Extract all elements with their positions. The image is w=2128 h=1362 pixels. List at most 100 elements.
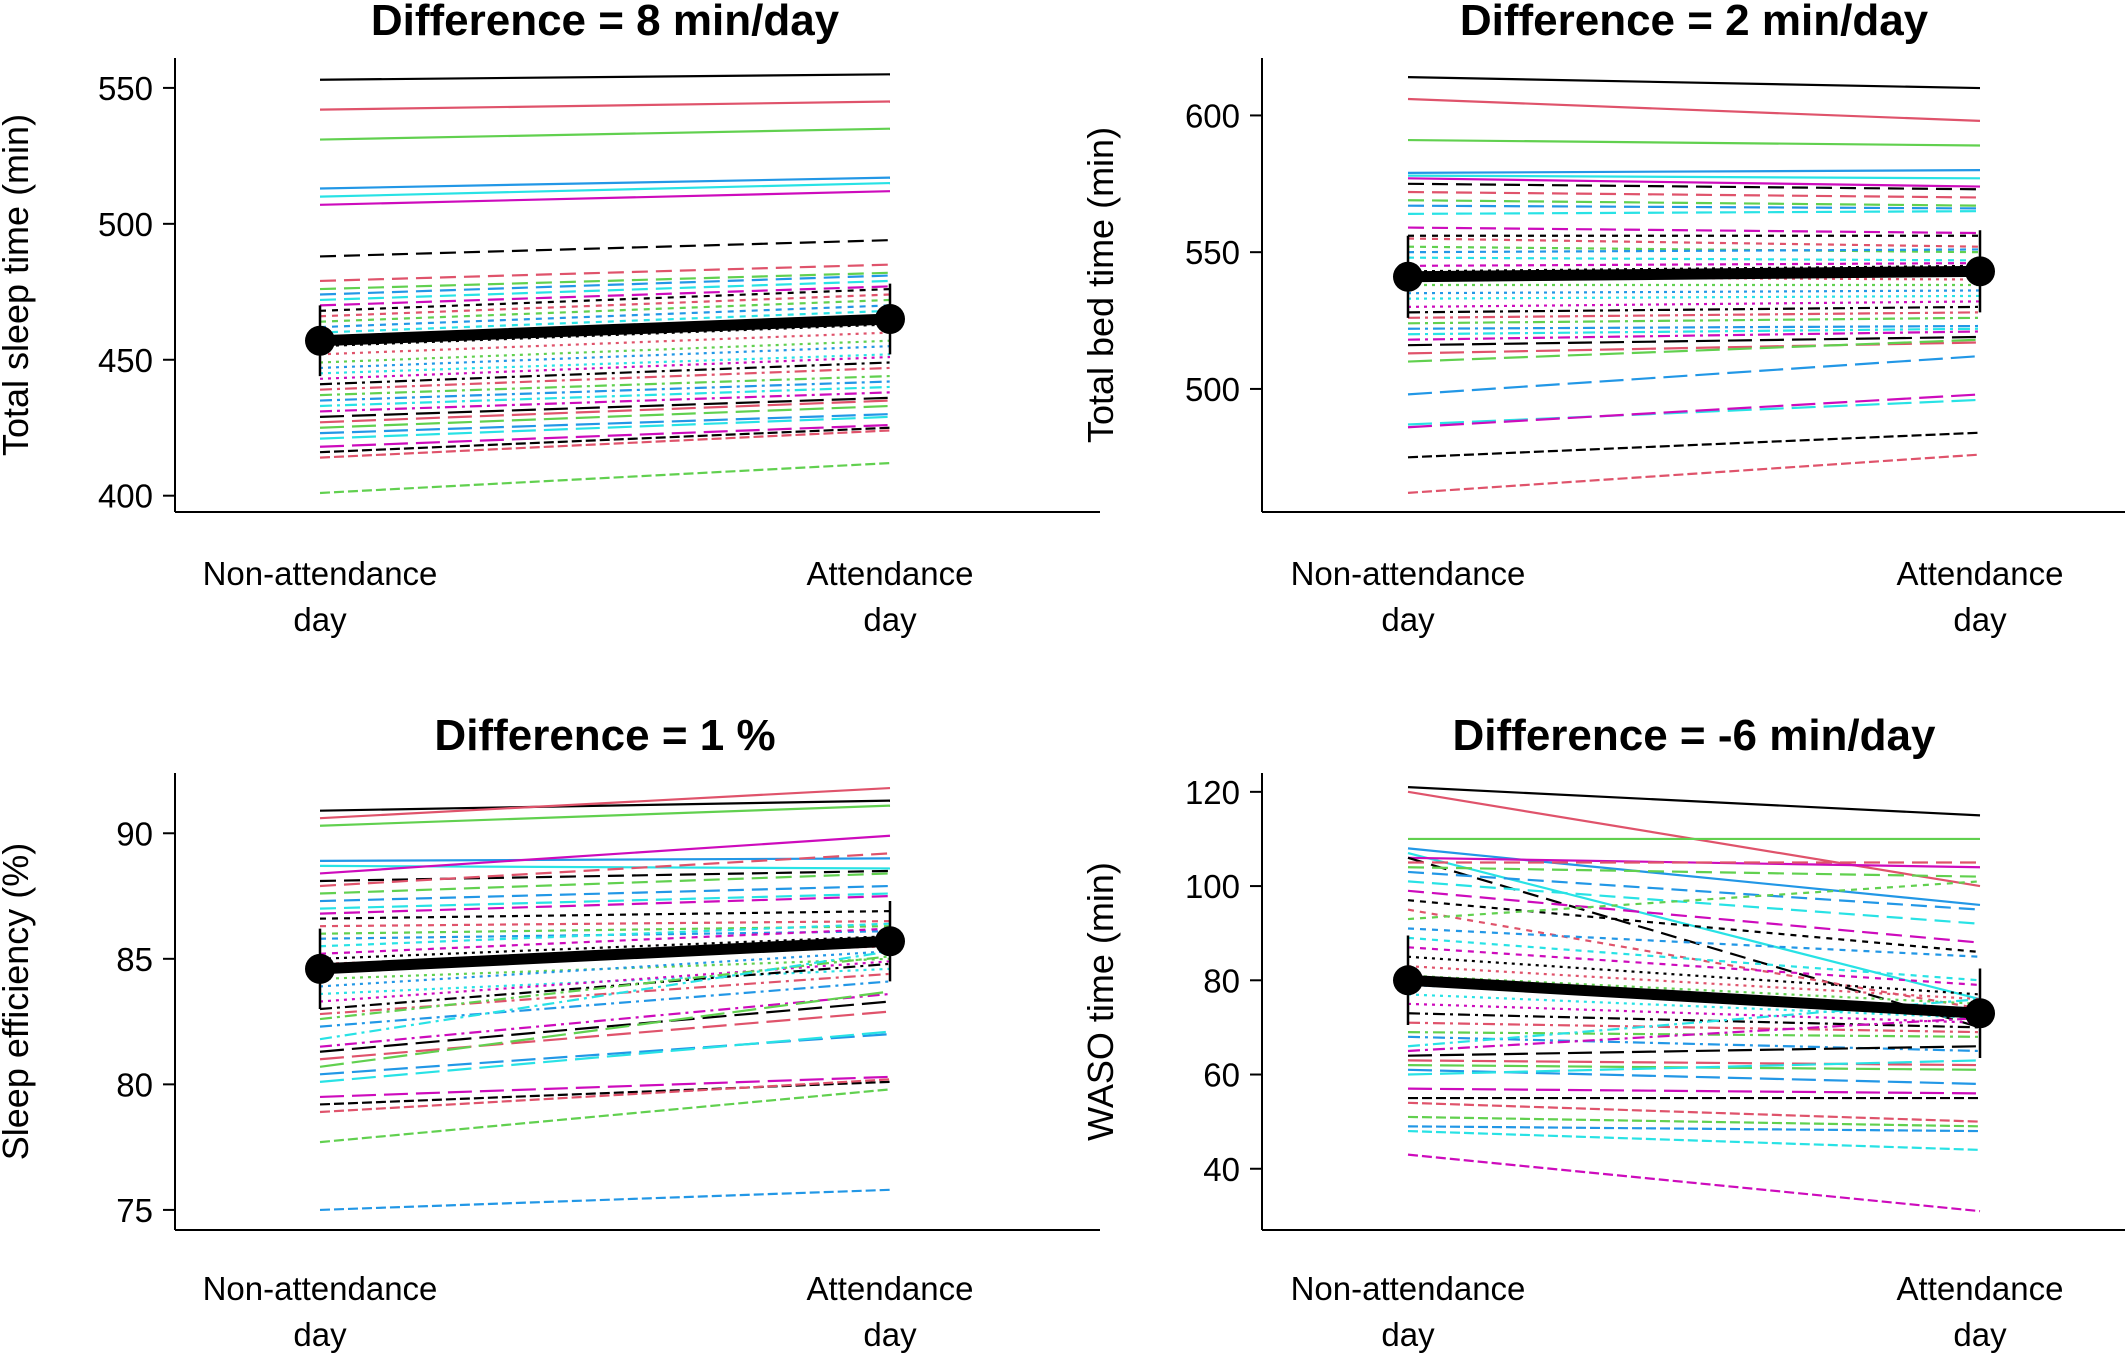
individual-line — [319, 980, 891, 1028]
individual-line — [1407, 431, 1981, 459]
panel-1: 400 450 500 550 Difference = 8 min/day Total … — [0, 0, 1100, 638]
individual-line — [1407, 262, 1981, 267]
x-category-label: Attendance day — [807, 1270, 974, 1353]
individual-line — [1407, 1059, 1981, 1076]
individual-line — [1407, 1087, 1981, 1095]
individual-line — [1407, 305, 1981, 314]
individual-line — [1407, 1101, 1981, 1123]
y-tick-label: 550 — [98, 70, 153, 107]
individual-line — [319, 391, 891, 413]
individual-line — [319, 127, 891, 141]
mean-line — [314, 935, 896, 975]
mean-point — [305, 953, 335, 984]
mean-point — [875, 926, 905, 957]
individual-line — [319, 1088, 891, 1144]
panel-2: 500 550 600 Difference = 2 min/day Total bed… — [1080, 0, 2125, 638]
y-tick-label: 40 — [1203, 1151, 1240, 1188]
individual-line — [319, 190, 891, 206]
individual-line — [319, 804, 891, 827]
individual-line — [1407, 97, 1981, 123]
individual-line — [319, 271, 891, 291]
panel-title: Difference = 1 % — [434, 711, 775, 760]
individual-line — [1407, 1129, 1981, 1152]
x-category-label: Non-attendance day — [1291, 1270, 1526, 1353]
individual-line — [319, 239, 891, 258]
individual-line — [1407, 453, 1981, 494]
x-category-label: Attendance day — [807, 555, 974, 638]
individual-line — [319, 366, 891, 391]
individual-line — [1407, 199, 1981, 207]
individual-line — [1407, 327, 1981, 336]
individual-line — [1407, 847, 1981, 907]
individual-line — [1407, 330, 1981, 341]
individual-line — [1407, 852, 1981, 1001]
individual-line — [319, 786, 891, 820]
x-category-label: Non-attendance day — [203, 555, 438, 638]
individual-line — [319, 176, 891, 190]
individual-line — [319, 857, 891, 862]
individual-line — [1407, 169, 1981, 174]
individual-line — [1407, 76, 1981, 90]
individual-line — [319, 355, 891, 380]
y-axis-label: Sleep efficiency (%) — [0, 843, 36, 1160]
panel-title: Difference = -6 min/day — [1453, 711, 1936, 760]
x-category-label: Non-attendance day — [203, 1270, 438, 1353]
individual-line — [319, 339, 891, 364]
x-category-label: Non-attendance day — [1291, 555, 1526, 638]
individual-line — [319, 461, 891, 495]
mean-point — [1393, 965, 1423, 996]
individual-line — [1407, 226, 1981, 235]
y-tick-label: 600 — [1185, 97, 1240, 134]
individual-line — [1407, 174, 1981, 180]
individual-line — [1407, 237, 1981, 248]
individual-line — [1407, 1021, 1981, 1034]
panel-title: Difference = 8 min/day — [371, 0, 840, 45]
individual-line — [319, 872, 891, 895]
individual-line — [319, 920, 891, 928]
individual-line — [319, 892, 891, 910]
mean-point — [875, 303, 905, 334]
individual-line — [1407, 355, 1981, 396]
individual-line — [1407, 880, 1981, 925]
individual-line — [1407, 1016, 1981, 1053]
y-tick-label: 100 — [1185, 868, 1240, 905]
individual-line — [1407, 177, 1981, 188]
y-tick-label: 450 — [98, 342, 153, 379]
individual-line — [1407, 256, 1981, 262]
individual-line — [319, 967, 891, 996]
individual-line — [1407, 946, 1981, 987]
x-category-label: Attendance day — [1897, 1270, 2064, 1353]
y-tick-label: 75 — [116, 1192, 153, 1229]
individual-line — [319, 374, 891, 397]
y-tick-label: 500 — [98, 206, 153, 243]
individual-line — [1407, 1045, 1981, 1057]
individual-line — [1407, 138, 1981, 147]
individual-line — [1407, 294, 1981, 300]
individual-line — [319, 73, 891, 81]
individual-line — [319, 426, 891, 454]
y-tick-label: 80 — [116, 1066, 153, 1103]
individual-line — [1407, 248, 1981, 254]
y-axis-label: Total bed time (min) — [1080, 127, 1121, 443]
individual-line — [1407, 190, 1981, 199]
individual-line — [1407, 856, 1981, 1029]
individual-line — [319, 396, 891, 418]
individual-line — [1407, 316, 1981, 325]
individual-line — [319, 950, 891, 1041]
mean-point — [305, 325, 335, 356]
individual-line — [1407, 210, 1981, 215]
mean-line — [314, 313, 896, 347]
y-tick-label: 85 — [116, 941, 153, 978]
individual-line — [1407, 393, 1981, 429]
individual-line — [319, 100, 891, 111]
individual-line — [319, 429, 891, 459]
mean-line — [1402, 265, 1986, 283]
y-tick-label: 400 — [98, 478, 153, 515]
individual-line — [1407, 204, 1981, 210]
y-tick-label: 500 — [1185, 371, 1240, 408]
y-tick-label: 60 — [1203, 1057, 1240, 1094]
mean-point — [1393, 261, 1423, 292]
individual-line — [1407, 398, 1981, 426]
individual-line — [319, 852, 891, 888]
